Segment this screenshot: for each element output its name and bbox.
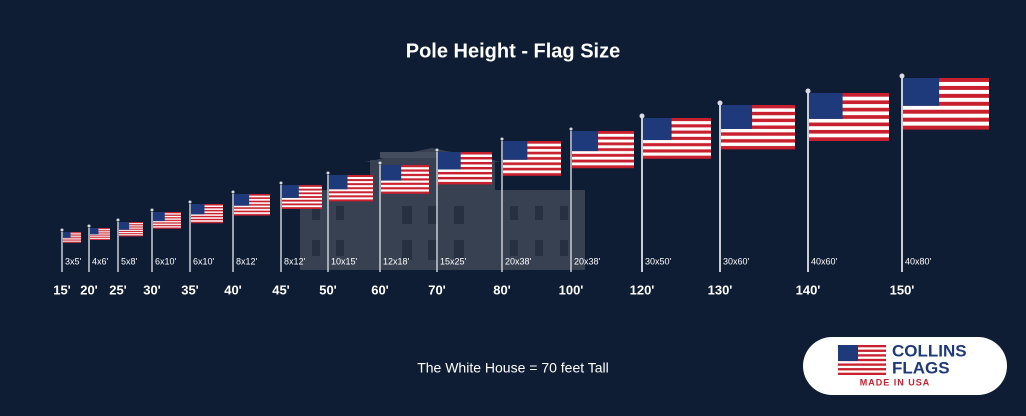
pole-finial	[639, 113, 645, 119]
flag-size: 40x60'	[811, 256, 838, 266]
flag-canton	[63, 232, 71, 238]
pole-finial	[188, 200, 192, 204]
white-house	[300, 148, 585, 270]
pole-finial	[231, 190, 235, 194]
pole-height: 60'	[371, 282, 389, 297]
pole-height: 120'	[630, 282, 655, 297]
flag-size: 40x80'	[905, 256, 932, 266]
pole-finial	[150, 208, 154, 212]
logo-canton	[838, 345, 858, 361]
flag-canton	[329, 175, 348, 190]
flag-size: 30x50'	[645, 256, 672, 266]
pole-height: 20'	[80, 282, 98, 297]
pole-height: 30'	[143, 282, 161, 297]
note: The White House = 70 feet Tall	[417, 360, 609, 376]
pole-height: 50'	[319, 282, 337, 297]
pole-finial	[326, 171, 330, 175]
pole-height: 45'	[272, 282, 290, 297]
flag-canton	[903, 78, 940, 106]
logo-line2: FLAGS	[892, 358, 950, 377]
logo-line1: COLLINS	[892, 341, 967, 360]
flag-canton	[438, 152, 461, 170]
pole-height: 130'	[708, 282, 733, 297]
pole-finial	[435, 148, 439, 152]
flag-canton	[572, 131, 599, 152]
pole-height: 80'	[493, 282, 511, 297]
flag-canton	[381, 165, 402, 181]
flag-size: 3x5'	[65, 256, 82, 266]
flag-canton	[119, 222, 130, 230]
pole-height: 150'	[890, 282, 915, 297]
pole-height: 25'	[109, 282, 127, 297]
pole-finial	[717, 100, 723, 106]
pole-finial	[899, 73, 905, 79]
pole-height: 40'	[224, 282, 242, 297]
flag-canton	[809, 93, 843, 119]
pole-height: 15'	[53, 282, 71, 297]
pole-finial	[805, 88, 811, 94]
flag-size: 8x12'	[284, 256, 306, 266]
title: Pole Height - Flag Size	[406, 40, 620, 62]
pole-finial	[500, 137, 504, 141]
flag-size: 15x25'	[440, 256, 467, 266]
flag-size: 8x12'	[236, 256, 258, 266]
pole-height: 70'	[428, 282, 446, 297]
flag-canton	[643, 118, 672, 141]
pole-height: 140'	[796, 282, 821, 297]
pole-height: 35'	[181, 282, 199, 297]
flag-size: 6x10'	[155, 256, 177, 266]
flag-size: 20x38'	[505, 256, 532, 266]
logo-tagline: MADE IN USA	[860, 377, 931, 387]
flag-canton	[191, 204, 205, 215]
flag-canton	[234, 194, 250, 206]
pole-height: 100'	[559, 282, 584, 297]
flag-size: 5x8'	[121, 256, 138, 266]
flag-size: 30x60'	[723, 256, 750, 266]
flag-canton	[282, 185, 299, 198]
flag-canton	[503, 141, 528, 160]
flag-size: 10x15'	[331, 256, 358, 266]
flag-size: 4x6'	[92, 256, 109, 266]
pole-finial	[378, 161, 382, 165]
flag-size: 20x38'	[574, 256, 601, 266]
pole-finial	[87, 224, 91, 228]
flag-canton	[153, 212, 165, 222]
pole-finial	[116, 218, 120, 222]
flag	[63, 232, 81, 243]
logo: COLLINS FLAGS MADE IN USA	[803, 337, 1007, 395]
pole-finial	[279, 181, 283, 185]
pole-finial	[60, 228, 64, 232]
pole-finial	[569, 127, 573, 131]
flag-size: 6x10'	[193, 256, 215, 266]
flag-size: 12x18'	[383, 256, 410, 266]
flag-canton	[721, 105, 753, 129]
flag-canton	[90, 228, 99, 235]
